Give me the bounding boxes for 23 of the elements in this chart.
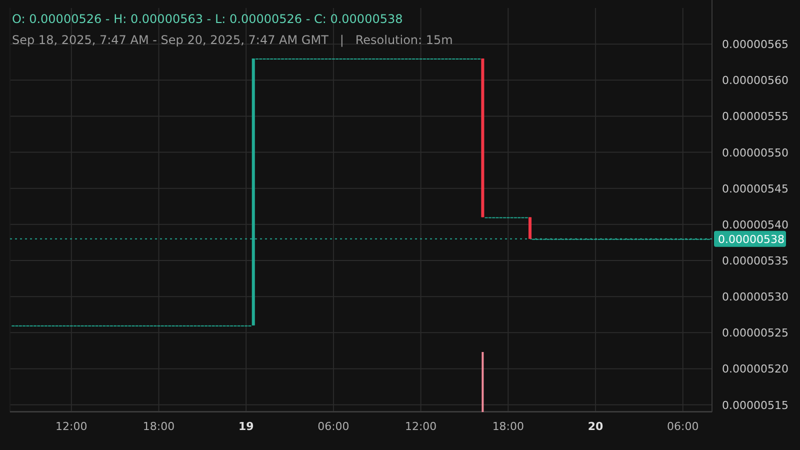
chart-title: O: 0.00000526 - H: 0.00000563 - L: 0.00000526 - C: 0.00000538 bbox=[12, 12, 403, 26]
y-tick-label: 0.00000535 bbox=[722, 254, 788, 268]
x-tick-label: 18:00 bbox=[492, 420, 524, 433]
y-tick-label: 0.00000515 bbox=[722, 398, 788, 412]
ref-line-label: 0.00000538 bbox=[718, 232, 784, 246]
y-tick-label: 0.00000540 bbox=[722, 218, 788, 232]
y-tick-label: 0.00000560 bbox=[722, 74, 788, 88]
y-tick-label: 0.00000565 bbox=[722, 38, 788, 52]
x-tick-label: 18:00 bbox=[142, 420, 175, 433]
y-tick-label: 0.00000555 bbox=[722, 110, 788, 124]
x-tick-label: 20 bbox=[588, 420, 604, 433]
candlestick bbox=[528, 216, 532, 240]
y-tick-label: 0.00000530 bbox=[722, 290, 788, 304]
x-tick-label: 06:00 bbox=[667, 420, 699, 433]
x-tick-label: 06:00 bbox=[318, 420, 350, 433]
y-tick-label: 0.00000550 bbox=[722, 146, 788, 160]
text: Sep 18, 2025, 7:47 AM - Sep 20, 2025, 7:47 AM GMT | Resolution: 15m bbox=[12, 33, 453, 47]
y-tick-label: 0.00000545 bbox=[722, 182, 788, 196]
y-tick-label: 0.00000520 bbox=[722, 362, 788, 376]
x-tick-label: 12:00 bbox=[404, 420, 437, 433]
x-tick-label: 12:00 bbox=[56, 420, 88, 433]
y-tick-label: 0.00000525 bbox=[722, 326, 788, 340]
x-tick-label: 19 bbox=[238, 420, 254, 433]
